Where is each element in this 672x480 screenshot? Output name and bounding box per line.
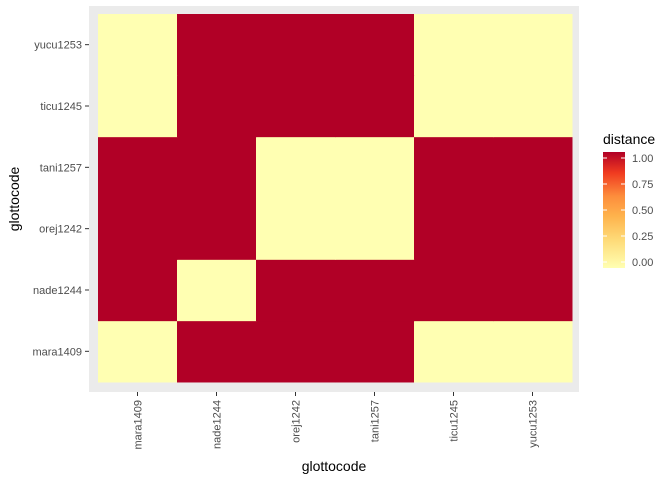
heatmap-cell-tani1257-mara1409 — [98, 136, 178, 199]
x-axis-title: glottocode — [302, 458, 367, 474]
heatmap-cell-orej1242-mara1409 — [98, 197, 178, 260]
heatmap-cell-orej1242-tani1257 — [335, 197, 415, 260]
heatmap-cells — [98, 14, 573, 383]
y-tick-label: tani1257 — [40, 162, 82, 174]
heatmap-cell-nade1244-ticu1245 — [414, 259, 494, 322]
heatmap-cell-ticu1245-ticu1245 — [414, 75, 494, 138]
heatmap-cell-tani1257-tani1257 — [335, 136, 415, 199]
x-tick-label: orej1242 — [291, 400, 303, 443]
y-tick-label: ticu1245 — [40, 101, 82, 113]
y-tick-label: yucu1253 — [34, 40, 82, 52]
legend-tick-label: 0.25 — [632, 231, 653, 243]
heatmap-cell-yucu1253-orej1242 — [256, 14, 336, 76]
heatmap-cell-tani1257-ticu1245 — [414, 136, 494, 199]
heatmap-cell-nade1244-nade1244 — [177, 259, 257, 322]
heatmap-cell-nade1244-orej1242 — [256, 259, 336, 322]
heatmap-cell-yucu1253-mara1409 — [98, 14, 178, 76]
heatmap-cell-tani1257-yucu1253 — [493, 136, 573, 199]
heatmap-cell-yucu1253-yucu1253 — [493, 14, 573, 76]
heatmap-cell-orej1242-ticu1245 — [414, 197, 494, 260]
legend-title: distance — [603, 131, 655, 147]
heatmap-cell-ticu1245-mara1409 — [98, 75, 178, 138]
heatmap-cell-mara1409-orej1242 — [256, 320, 336, 383]
legend-tick-label: 0.00 — [632, 257, 653, 269]
y-axis-title: glottocode — [6, 166, 22, 231]
heatmap-cell-yucu1253-ticu1245 — [414, 14, 494, 76]
x-tick-label: mara1409 — [133, 400, 145, 450]
heatmap-cell-ticu1245-nade1244 — [177, 75, 257, 138]
heatmap-cell-orej1242-yucu1253 — [493, 197, 573, 260]
heatmap-cell-orej1242-orej1242 — [256, 197, 336, 260]
legend-tick-label: 1.00 — [632, 153, 653, 165]
heatmap-cell-mara1409-ticu1245 — [414, 320, 494, 383]
y-tick-label: orej1242 — [39, 224, 82, 236]
x-tick-label: tani1257 — [370, 400, 382, 442]
heatmap-cell-mara1409-nade1244 — [177, 320, 257, 383]
x-tick-label: nade1244 — [212, 400, 224, 449]
legend-tick-label: 0.75 — [632, 179, 653, 191]
y-tick-label: mara1409 — [32, 346, 82, 358]
heatmap-cell-tani1257-nade1244 — [177, 136, 257, 199]
heatmap-cell-yucu1253-tani1257 — [335, 14, 415, 76]
y-axis: mara1409 nade1244 orej1242 tani1257 ticu1245… — [32, 40, 89, 358]
x-tick-label: ticu1245 — [449, 400, 461, 442]
legend-colorbar — [603, 152, 625, 268]
y-tick-label: nade1244 — [33, 285, 82, 297]
x-axis: mara1409 nade1244 orej1242 tani1257 ticu1245… — [133, 392, 540, 450]
heatmap-cell-nade1244-tani1257 — [335, 259, 415, 322]
heatmap-cell-tani1257-orej1242 — [256, 136, 336, 199]
heatmap-cell-nade1244-yucu1253 — [493, 259, 573, 322]
x-tick-label: yucu1253 — [528, 400, 540, 448]
legend: distance 0.00 0.25 0.50 0.75 1.00 — [603, 131, 655, 269]
heatmap-cell-ticu1245-orej1242 — [256, 75, 336, 138]
heatmap-cell-nade1244-mara1409 — [98, 259, 178, 322]
heatmap-cell-mara1409-mara1409 — [98, 320, 178, 383]
heatmap-cell-ticu1245-yucu1253 — [493, 75, 573, 138]
legend-ticks: 0.00 0.25 0.50 0.75 1.00 — [603, 153, 653, 269]
heatmap-cell-mara1409-yucu1253 — [493, 320, 573, 383]
heatmap-cell-ticu1245-tani1257 — [335, 75, 415, 138]
heatmap-cell-mara1409-tani1257 — [335, 320, 415, 383]
legend-tick-label: 0.50 — [632, 205, 653, 217]
heatmap-cell-orej1242-nade1244 — [177, 197, 257, 260]
heatmap-cell-yucu1253-nade1244 — [177, 14, 257, 76]
